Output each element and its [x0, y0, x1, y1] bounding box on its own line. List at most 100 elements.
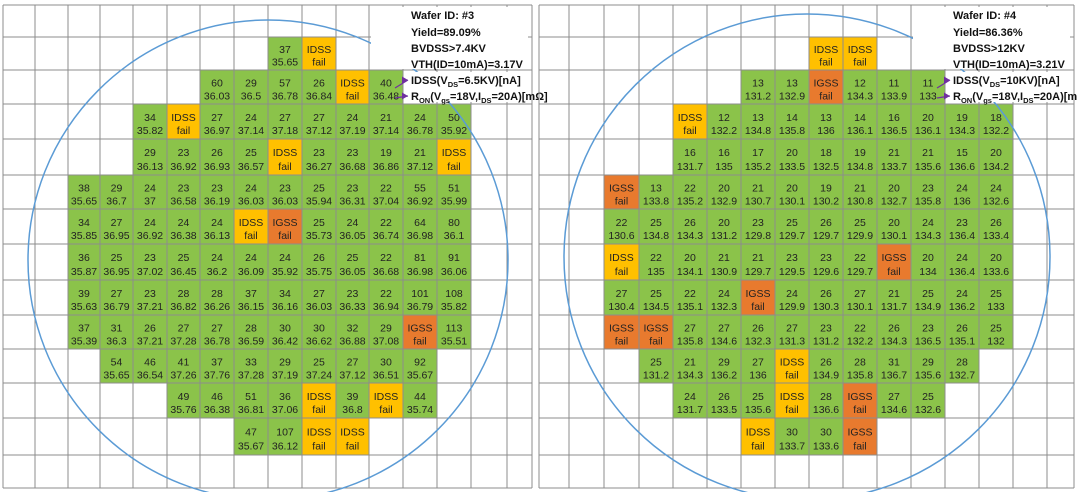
legend-background	[405, 72, 528, 102]
die-value-ron: 132	[987, 335, 1005, 347]
die-value-ron: 134.9	[915, 301, 941, 313]
die-fill-idss_fail	[302, 418, 336, 455]
die-fill-pass	[809, 175, 843, 209]
grid-lines	[538, 4, 1075, 489]
die-value-idss: 18	[990, 112, 1002, 124]
die-value-ron: 131.2	[813, 335, 839, 347]
die-value-idss: 91	[448, 252, 460, 264]
die-value-idss: 23	[922, 182, 934, 194]
die-fill-pass	[673, 349, 707, 383]
die-value-idss: 27	[279, 112, 291, 124]
die-value-ron: fail	[649, 335, 662, 347]
die-value-ron: 133.6	[983, 266, 1009, 278]
die-fill-pass	[843, 280, 877, 315]
die-value-ron: 129.7	[779, 230, 805, 242]
die-value-idss: 21	[684, 356, 696, 368]
die-value-ron: fail	[278, 161, 291, 173]
die-fill-pass	[673, 209, 707, 244]
die-fill-pass	[133, 175, 167, 209]
die-value-ron: 36.05	[339, 230, 365, 242]
die-value-ron: 36.74	[373, 230, 399, 242]
die-fill-pass	[133, 104, 167, 139]
die-value-idss: 23	[178, 182, 190, 194]
die-value-ron: fail	[785, 369, 798, 381]
die-value-idss: 21	[888, 288, 900, 300]
die-fill-pass	[68, 315, 100, 349]
die-value-ron: 36.54	[137, 369, 163, 381]
die-value-ron: 130.2	[813, 195, 839, 207]
die-value-idss: 25	[111, 252, 123, 264]
die-fill-pass	[403, 383, 437, 418]
die-value-idss: 25	[990, 288, 1002, 300]
die-value-idss: IDSS	[746, 427, 771, 439]
die-value-idss: 23	[956, 217, 968, 229]
die-value-idss: IGSS	[881, 252, 906, 264]
legend-arrow-line	[936, 79, 951, 89]
legend-ron-sub1: ON	[961, 96, 972, 105]
die-fill-pass	[707, 349, 741, 383]
die-value-ron: 136	[749, 369, 767, 381]
die-value-ron: 132.2	[983, 125, 1009, 137]
die-fill-pass	[369, 104, 403, 139]
die-value-ron: 134	[919, 266, 937, 278]
die-fill-pass	[133, 139, 167, 175]
die-value-idss: 25	[650, 356, 662, 368]
die-value-ron: 129.9	[779, 301, 805, 313]
die-value-ron: 36.09	[238, 266, 264, 278]
die-cell: 22 129.7	[843, 244, 877, 280]
die-value-idss: 29	[718, 356, 730, 368]
die-value-idss: 113	[446, 322, 463, 334]
die-fill-pass	[741, 315, 775, 349]
die-value-ron: 36.62	[306, 335, 332, 347]
die-value-idss: 55	[414, 182, 426, 194]
die-fill-pass	[843, 209, 877, 244]
die-value-idss: IDSS	[239, 217, 264, 229]
die-value-idss: IGSS	[407, 322, 432, 334]
die-value-idss: 22	[684, 182, 696, 194]
die-value-idss: 22	[854, 322, 866, 334]
die-fill-pass	[673, 280, 707, 315]
die-fill-pass	[741, 244, 775, 280]
die-cell: 15 136.6	[945, 139, 979, 175]
die-fill-idss_fail	[673, 104, 707, 139]
die-value-ron: 135.8	[847, 369, 873, 381]
die-fill-pass	[268, 418, 302, 455]
die-value-ron: fail	[413, 335, 426, 347]
die-value-ron: 37.76	[204, 369, 230, 381]
die-fill-pass	[68, 280, 100, 315]
info-background	[371, 7, 528, 69]
die-value-ron: 134.1	[677, 266, 703, 278]
die-cell: 23 36.68	[336, 139, 369, 175]
legend-ron-mid1: (V	[972, 91, 984, 103]
die-value-idss: 30	[786, 427, 798, 439]
die-value-ron: 36.8	[342, 404, 363, 416]
die-fill-pass	[843, 244, 877, 280]
die-value-ron: 132.7	[881, 195, 907, 207]
die-value-idss: 27	[684, 322, 696, 334]
die-fill-igss_fail	[809, 70, 843, 104]
die-cell: 23 37.02	[133, 244, 167, 280]
